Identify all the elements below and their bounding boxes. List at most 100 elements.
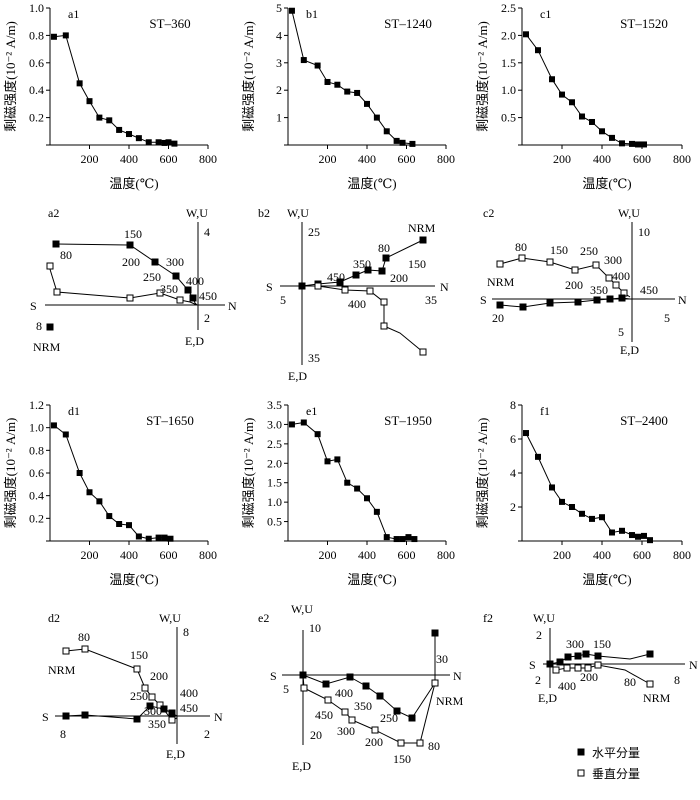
svg-text:400: 400 (558, 679, 576, 693)
x-axis-label: 温度(℃) (582, 572, 631, 587)
data-point (589, 118, 595, 125)
horizontal-point (382, 254, 390, 262)
svg-text:80: 80 (378, 241, 390, 255)
svg-text:200: 200 (580, 670, 598, 684)
x-tick-label: 800 (199, 152, 217, 166)
svg-text:150: 150 (393, 752, 411, 766)
horizontal-point (52, 240, 60, 248)
svg-text:W,U: W,U (291, 602, 313, 616)
demag-line (525, 432, 651, 541)
data-point (535, 453, 541, 460)
axis-label-wu: W,U (186, 206, 208, 220)
x-tick-label: 200 (81, 548, 99, 562)
sample-label: ST–1520 (620, 16, 668, 31)
vertical-point (574, 664, 582, 672)
x-tick-label: 600 (160, 548, 178, 562)
svg-text:400: 400 (348, 297, 366, 311)
x-tick-label: 400 (593, 152, 611, 166)
horizontal-point (606, 295, 614, 303)
data-point (116, 521, 123, 527)
vertical-point (148, 693, 156, 701)
svg-text:5: 5 (283, 682, 289, 696)
y-tick-label: 1 (276, 111, 282, 125)
zijderveld-a2: a2 W,U 4 N S 8 2 E,D NRM 80 150 200 250 … (30, 206, 237, 354)
y-tick-label: 0.8 (29, 28, 44, 42)
y-axis-label: 剩磁强度(10⁻² A/m) (3, 418, 18, 529)
vertical-point (546, 258, 554, 266)
svg-text:300: 300 (604, 253, 622, 267)
vertical-point (605, 274, 613, 282)
data-point (629, 140, 635, 147)
data-point (383, 534, 390, 541)
horizontal-point (168, 709, 176, 717)
x-tick-label: 800 (199, 548, 217, 562)
data-point (161, 534, 168, 541)
x-tick-label: 200 (553, 548, 571, 562)
svg-text:N: N (453, 669, 462, 683)
x-tick-label: 800 (437, 152, 455, 166)
demag-plot-e1: 0.5 1.0 1.5 2.0 2.5 3.0 3.5 200 400 600 800 e1 ST–19… (241, 398, 455, 587)
data-point (641, 532, 647, 539)
horizontal-point (618, 294, 626, 302)
svg-text:N: N (678, 293, 687, 307)
vertical-point (341, 708, 349, 716)
demag-plot-a1: 0.2 0.4 0.6 0.8 1.0 200 400 600 800 a1 ST–360 温度(℃)… (3, 1, 217, 191)
vertical-point (592, 261, 600, 269)
vertical-point (416, 739, 424, 747)
svg-text:5: 5 (618, 325, 624, 339)
vertical-point (300, 684, 308, 692)
data-point (324, 78, 331, 85)
data-point (314, 62, 321, 69)
svg-text:350: 350 (354, 699, 372, 713)
data-point (126, 522, 132, 529)
data-point (324, 458, 331, 465)
data-point (599, 128, 605, 135)
y-tick-label: 0.5 (501, 111, 516, 125)
vertical-point (168, 716, 176, 724)
svg-text:NRM: NRM (48, 663, 76, 677)
data-point (288, 421, 295, 428)
y-tick-label: 0.8 (29, 443, 44, 457)
y-axis-label: 剩磁强度(10⁻² A/m) (475, 21, 490, 132)
svg-text:80: 80 (428, 739, 440, 753)
vertical-point (518, 254, 526, 262)
svg-text:200: 200 (122, 255, 140, 269)
horizontal-point (184, 286, 192, 294)
data-point (579, 113, 585, 120)
data-point (373, 508, 380, 515)
data-point (344, 479, 351, 486)
svg-text:N: N (689, 658, 698, 672)
data-point (96, 114, 103, 121)
svg-text:25: 25 (308, 225, 320, 239)
y-tick-label: 5 (276, 1, 282, 15)
data-point (50, 422, 57, 429)
svg-text:N: N (214, 710, 223, 724)
svg-text:NRM: NRM (436, 694, 464, 708)
sample-label: ST–1240 (384, 16, 432, 31)
horizontal-point (362, 682, 370, 690)
horizontal-point (408, 714, 416, 722)
horizontal-point (151, 258, 159, 266)
horizontal-point (172, 272, 180, 280)
horizontal-point (574, 298, 582, 306)
svg-text:E,D: E,D (288, 369, 307, 383)
horizontal-point (519, 303, 527, 311)
legend-filled-marker (577, 748, 585, 756)
horizontal-point (336, 278, 344, 286)
data-point (171, 140, 178, 147)
svg-text:450: 450 (327, 270, 345, 284)
data-point (50, 33, 57, 40)
vertical-point (594, 661, 602, 669)
y-tick-label: 1.0 (267, 495, 282, 509)
svg-text:300: 300 (337, 724, 355, 738)
vertical-point (126, 294, 134, 302)
label-nrm: NRM (33, 340, 61, 354)
panel-label: c1 (540, 7, 551, 21)
data-point (106, 117, 113, 124)
svg-text:NRM: NRM (487, 275, 515, 289)
horizontal-point (376, 692, 384, 700)
horizontal-point (346, 673, 354, 681)
demag-line (53, 425, 171, 540)
svg-text:35: 35 (425, 293, 437, 307)
x-tick-label: 600 (633, 152, 651, 166)
